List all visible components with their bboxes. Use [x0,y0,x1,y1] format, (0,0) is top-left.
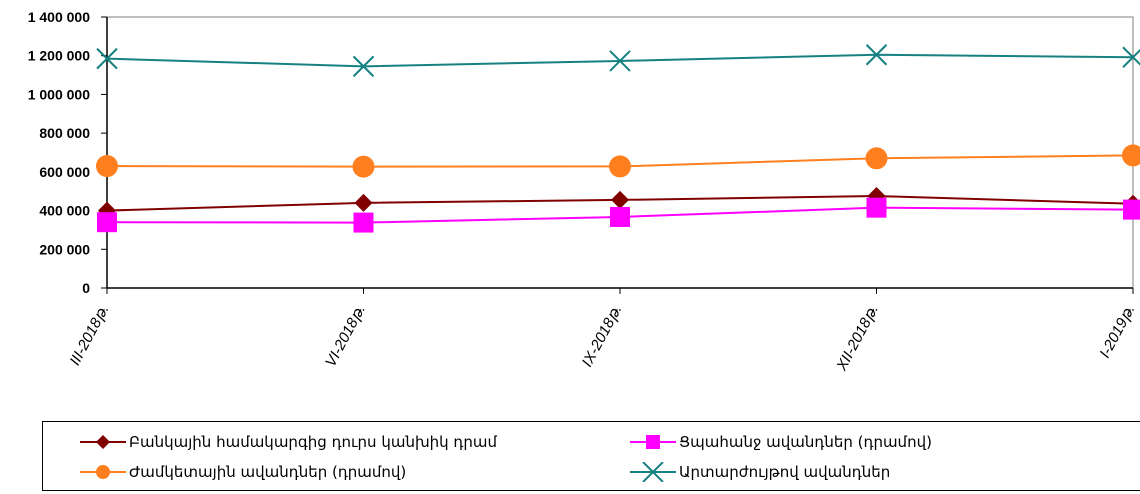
x-marker-stroke [642,462,664,482]
line-chart: 0 200 000 400 000 600 000 800 000 1 000 000 1 … [28,9,1140,374]
y-tick-label: 1 000 000 [28,86,90,102]
legend-marker [96,465,110,479]
x-tick-label: I-2019թ. [1096,302,1138,361]
legend-marker [646,435,660,449]
x-marker-stroke [865,44,888,66]
series-layer [96,44,1140,233]
legend-label-time-deposits: Ժամկետային ավանդներ (դրամով) [129,463,407,481]
x-marker-stroke [96,47,118,70]
data-point [352,55,375,78]
legend-label-cash: Բանկային համակարգից դուրս կանխիկ դրամ [129,433,498,451]
data-point [1123,199,1140,220]
legend-label-demand-deposits: Ցպահանջ ավանդներ (դրամով) [679,433,932,451]
y-tick-label: 1 400 000 [28,9,90,25]
x-tick-label: IX-2018թ. [579,302,626,370]
legend-swatch-fx-deposits [630,462,676,482]
data-point [96,155,118,178]
y-tick-label: 800 000 [39,125,90,141]
x-tick-label: III-2018թ. [66,302,112,368]
legend-swatch-demand-deposits [630,435,676,449]
y-tick-label: 1 200 000 [28,48,90,64]
legend-marker [96,435,110,449]
y-tick-label: 400 000 [39,203,90,219]
data-point [354,193,373,212]
chart-axes: 0 200 000 400 000 600 000 800 000 1 000 000 1 … [28,9,1139,374]
y-tick-label: 0 [82,280,90,296]
legend-item-time-deposits: Ժամկետային ավանդներ (դրամով) [79,460,406,484]
x-tick-label: VI-2018թ. [322,302,369,370]
plot-area-frame [106,16,1134,289]
data-point [611,190,629,209]
data-point [97,212,117,233]
x-tick-label: XII-2018թ. [833,302,882,374]
y-tick-label: 200 000 [39,241,90,257]
series-1 [97,197,1140,233]
data-point [865,147,888,170]
data-point [96,47,118,70]
data-point [610,206,630,227]
data-point [353,212,374,233]
legend-item-demand-deposits: Ցպահանջ ավանդներ (դրամով) [629,430,932,454]
x-marker-stroke [352,55,375,78]
series-3 [96,44,1140,78]
data-point [609,50,631,72]
chart-legend: Բանկային համակարգից դուրս կանխիկ դրամ Ցպ… [42,421,1140,491]
x-marker-stroke [609,50,631,72]
legend-item-fx-deposits: Արտարժույթով ավանդներ [629,460,890,484]
data-point [352,155,375,178]
data-point [609,155,631,178]
series-2 [96,144,1140,178]
data-point [865,44,888,66]
legend-swatch-cash [80,435,126,449]
data-point [1122,144,1140,167]
legend-label-fx-deposits: Արտարժույթով ավանդներ [679,463,891,481]
legend-marker [642,462,664,482]
legend-swatch-time-deposits [80,465,126,479]
data-point [866,197,887,218]
y-tick-label: 600 000 [39,164,90,180]
legend-item-cash: Բանկային համակարգից դուրս կանխիկ դրամ [79,430,497,454]
